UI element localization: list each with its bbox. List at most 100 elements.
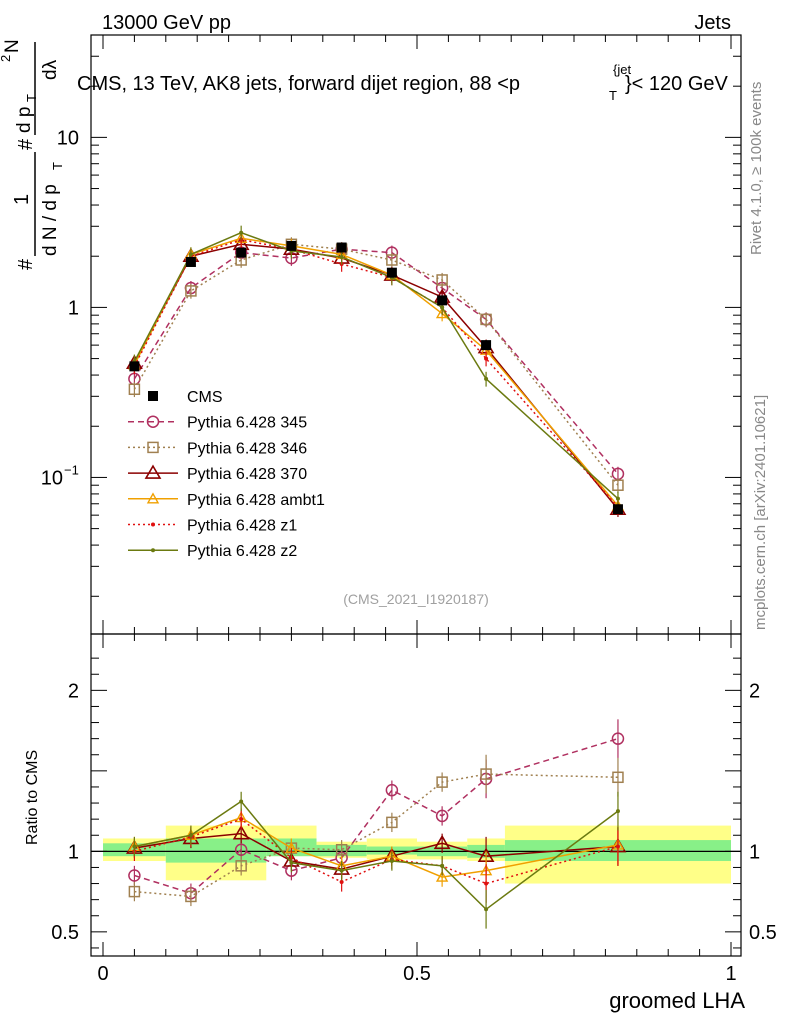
ratio-point	[289, 860, 294, 865]
ratio-point	[484, 907, 489, 912]
legend: CMS Pythia 6.428 345 Pythia 6.428 346 Pythi…	[128, 389, 325, 560]
side-label-rivet: Rivet 4.1.0, ≥ 100k events	[748, 82, 765, 255]
data-point	[437, 295, 448, 306]
legend-label: CMS	[187, 389, 223, 406]
data-point	[386, 267, 397, 278]
ratio-plot: 0 0.5 1 0.5 0.5 1 1 2 2	[51, 633, 777, 985]
data-point	[435, 307, 449, 319]
legend-entry: Pythia 6.428 z2	[128, 543, 297, 560]
x-tick-label: 0.5	[403, 963, 431, 985]
legend-entry: Pythia 6.428 345	[128, 415, 307, 432]
data-point	[484, 356, 489, 361]
x-tick-label: 0	[97, 963, 108, 985]
data-point	[612, 479, 624, 491]
series-0	[129, 240, 623, 515]
ratio-y-tick-label: 1	[68, 841, 79, 863]
data-point	[236, 247, 247, 258]
ratio-series-6	[132, 791, 620, 929]
data-point	[129, 361, 140, 372]
ratio-point	[132, 844, 137, 849]
ratio-point	[615, 809, 620, 814]
data-point	[612, 504, 623, 515]
plot-title: CMS, 13 TeV, AK8 jets, forward dijet reg…	[77, 62, 729, 103]
data-point	[386, 254, 398, 266]
ratio-point	[435, 809, 449, 823]
ratio-point	[185, 890, 197, 903]
legend-label: Pythia 6.428 z1	[187, 518, 297, 535]
data-point	[480, 313, 492, 326]
ylabel-hash-1: #	[15, 258, 37, 270]
ratio-point	[128, 869, 141, 882]
ratio-point	[239, 799, 244, 804]
ylabel-dlambda: dλ	[40, 59, 61, 80]
y-tick-label-exponent: −1	[64, 462, 79, 477]
x-axis-label: groomed LHA	[609, 988, 745, 1013]
ratio-point	[612, 771, 624, 784]
y-tick-label: 1	[68, 297, 79, 319]
data-point	[484, 376, 489, 381]
legend-entry: CMS	[148, 389, 223, 406]
legend-entry: Pythia 6.428 370	[128, 464, 307, 483]
ratio-y-tick-label: 0.5	[51, 922, 79, 944]
ratio-series-line	[134, 773, 618, 898]
ratio-point	[433, 834, 451, 850]
ratio-point	[484, 881, 489, 886]
ratio-point	[611, 732, 625, 745]
data-point	[185, 285, 197, 297]
ratio-series-2	[128, 754, 624, 907]
ratio-y-tick-label: 2	[68, 680, 79, 702]
legend-label: Pythia 6.428 346	[187, 440, 307, 457]
ratio-band-inner	[165, 838, 267, 863]
data-point	[188, 252, 193, 257]
y-tick-label: 10	[41, 467, 63, 489]
ratio-point	[235, 860, 247, 872]
ratio-point	[234, 843, 248, 856]
ylabel-d-pt: d p	[14, 107, 35, 133]
ratio-point	[440, 863, 445, 868]
data-point	[336, 242, 347, 253]
legend-marker	[151, 522, 155, 527]
legend-label: Pythia 6.428 370	[187, 466, 307, 483]
header-left: 13000 GeV pp	[102, 12, 231, 34]
side-label-mcplots: mcplots.cern.ch [arXiv:2401.10621]	[752, 395, 769, 630]
data-point	[286, 240, 297, 251]
ratio-y-tick-label-right: 0.5	[749, 922, 777, 944]
ratio-point	[335, 843, 348, 856]
legend-marker	[147, 441, 159, 454]
header-right: Jets	[694, 12, 731, 34]
legend-label: Pythia 6.428 ambt1	[187, 492, 325, 509]
title-main: CMS, 13 TeV, AK8 jets, forward dijet reg…	[77, 73, 520, 95]
ratio-frame	[90, 633, 742, 957]
legend-entry: Pythia 6.428 z1	[128, 518, 297, 535]
ylabel-hash-2: #	[15, 138, 37, 150]
data-point	[481, 340, 492, 351]
ylabel-sub-t-1: T	[50, 162, 65, 170]
legend-marker	[151, 548, 155, 553]
y-tick-label: 10	[57, 127, 79, 149]
legend-label: Pythia 6.428 345	[187, 415, 307, 432]
data-point	[185, 256, 196, 267]
ratio-point	[128, 885, 141, 898]
title-end: }< 120 GeV	[625, 73, 729, 95]
main-ylabel: # 1 d N / d p T # d p T d 2 N dλ	[0, 39, 65, 270]
legend-marker	[146, 492, 160, 504]
ratio-y-tick-label-right: 1	[749, 841, 760, 863]
ratio-point	[386, 816, 398, 829]
data-point	[615, 496, 620, 501]
legend-marker	[146, 415, 160, 428]
ratio-point	[188, 833, 193, 838]
ylabel-n: N	[2, 39, 23, 53]
ratio-point	[232, 825, 250, 840]
data-point	[128, 383, 141, 396]
data-point	[440, 305, 445, 310]
legend-entry: Pythia 6.428 ambt1	[128, 492, 325, 509]
legend-entry: Pythia 6.428 346	[128, 440, 307, 457]
ratio-point	[480, 768, 492, 780]
analysis-watermark: (CMS_2021_I1920187)	[343, 591, 489, 607]
legend-label: Pythia 6.428 z2	[187, 543, 297, 560]
ylabel-dn-dpt: d N / d p	[40, 184, 61, 256]
ratio-point	[339, 868, 344, 873]
ratio-y-tick-label-right: 2	[749, 680, 760, 702]
title-sup: {jet	[613, 62, 631, 77]
